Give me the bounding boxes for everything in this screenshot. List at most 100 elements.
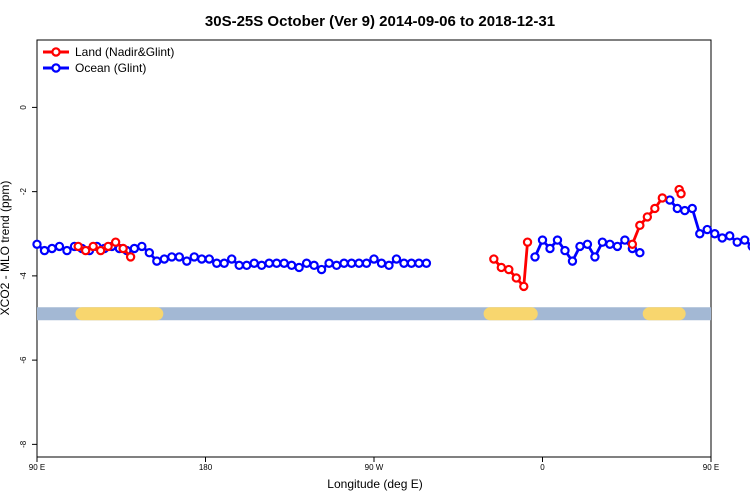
legend-label-land: Land (Nadir&Glint) [75,45,174,59]
land-data-point [519,281,529,292]
y-tick-label: 0 [19,105,28,110]
legend-marker-land [51,47,61,57]
land-data-point [489,254,499,264]
y-axis-label: XCO2 - MLO trend (ppm) [0,181,12,316]
ocean-data-point [54,241,65,252]
land-data-point [650,203,660,214]
ocean-data-point [309,260,319,271]
ocean-data-point [129,243,140,254]
x-tick-label: 90 E [29,463,45,472]
ocean-data-point [331,260,342,271]
ocean-data-point [32,239,42,249]
ocean-data-point [384,260,394,271]
land-data-point [511,273,521,283]
y-tick-label: -2 [19,188,28,196]
x-tick-label: 90 E [703,463,719,472]
ocean-data-point [279,258,289,268]
ocean-data-point [271,258,282,268]
y-tick-label: -6 [19,356,28,364]
ocean-data-point [399,258,409,268]
ocean-data-point [567,256,578,266]
ocean-data-point [204,254,214,264]
ocean-data-point [339,258,349,268]
land-data-point [676,189,686,199]
ocean-data-point [545,243,555,254]
ocean-data-point [725,231,735,241]
ocean-data-point [47,243,57,254]
ocean-data-point [256,260,267,271]
ocean-data-point [346,258,357,268]
ocean-data-point [620,235,630,245]
ocean-data-point [152,256,162,266]
ocean-data-point [137,241,147,252]
legend-label-ocean: Ocean (Glint) [75,61,146,75]
ocean-data-point [62,245,72,256]
ocean-data-point [39,245,50,256]
y-tick-label: -8 [19,440,28,448]
ocean-data-point [552,235,563,245]
land-data-point [642,212,653,222]
land-data-point [110,237,121,247]
ocean-data-point [264,258,274,268]
ocean-data-point [294,262,304,273]
ocean-data-point [575,241,585,252]
ocean-data-point [687,203,697,214]
ocean-data-point [680,205,690,216]
land-data-point [73,241,83,252]
ocean-data-point [316,264,327,275]
x-tick-label: 180 [199,463,213,472]
ocean-data-point [241,260,252,271]
land-data-point [95,245,106,256]
ocean-data-point [406,258,417,268]
ocean-data-point [672,203,683,214]
ocean-data-point [597,237,608,247]
ocean-data-point [189,252,199,262]
ocean-data-point [635,248,645,258]
ocean-data-point [421,258,432,268]
ocean-data-point [167,252,177,262]
ocean-data-point [717,233,727,243]
land-data-point [504,264,514,275]
ocean-data-point [369,254,379,264]
ocean-data-point [702,224,712,235]
ocean-data-point [665,195,675,205]
chart-title: 30S-25S October (Ver 9) 2014-09-06 to 20… [205,13,555,30]
land-data-point [88,241,98,252]
ocean-data-point [590,252,600,262]
ocean-data-point [324,258,334,268]
ocean-data-point [537,235,548,245]
ocean-data-point [560,245,570,256]
ocean-data-point [219,258,229,268]
land-data-point [118,243,128,254]
ocean-data-point [174,252,184,262]
x-tick-label: 0 [540,463,545,472]
ocean-data-point [234,260,244,271]
ocean-data-point [212,258,222,268]
ocean-data-point [376,258,387,268]
land-data-point [103,241,113,252]
ocean-data-point [227,254,237,264]
land-data-point [522,237,533,247]
x-axis-label: Longitude (deg E) [327,477,422,491]
ocean-data-point [582,239,593,249]
ocean-data-point [354,258,364,268]
land-data-point [80,245,91,256]
ocean-data-point [286,260,297,271]
land-data-point [496,262,507,273]
ocean-data-point [391,254,402,264]
ocean-data-point [710,229,720,239]
land-data-point [657,193,668,203]
ocean-data-point [301,258,312,268]
land-data-point [635,220,645,231]
ocean-data-point [197,254,207,264]
ocean-data-point [414,258,424,268]
ocean-data-point [732,237,742,247]
ocean-data-point [612,241,623,252]
ocean-data-point [695,229,705,239]
ocean-data-point [159,254,170,264]
legend-marker-ocean [51,63,61,73]
ocean-data-point [740,235,750,245]
land-data-point [125,252,136,262]
ocean-data-point [249,258,259,268]
land-data-point [627,239,638,249]
